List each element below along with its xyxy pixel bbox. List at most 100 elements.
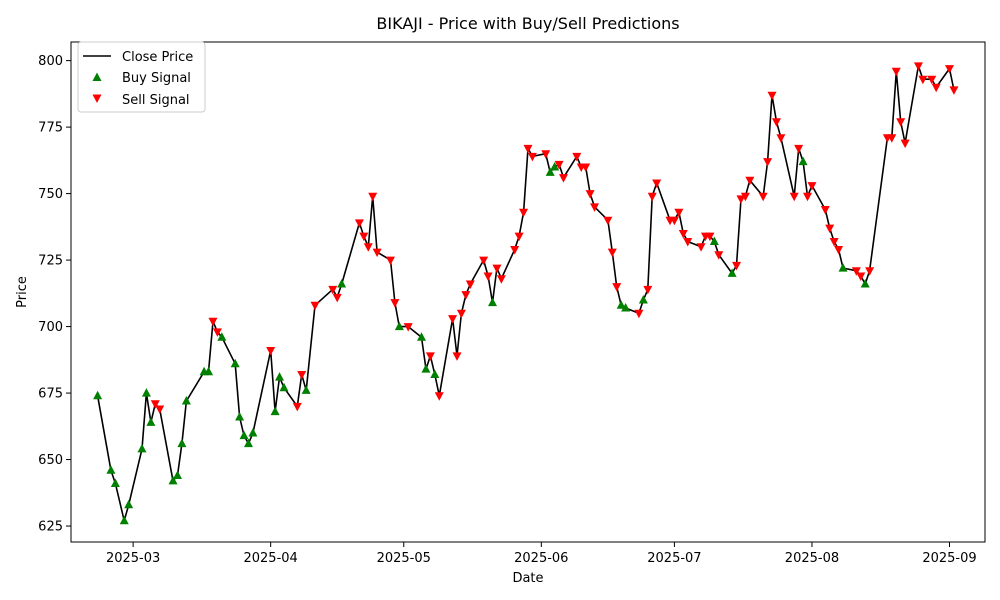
sell-signal-marker (669, 216, 679, 226)
sell-signal-marker (714, 251, 724, 260)
sell-signal-marker (425, 352, 435, 361)
sell-signal-marker (558, 174, 568, 183)
sell-signal-marker (150, 400, 160, 409)
sell-signal-markers (150, 62, 959, 415)
buy-signal-marker (545, 167, 555, 176)
sell-signal-marker (385, 256, 395, 266)
sell-signal-marker (603, 216, 613, 226)
y-tick-label: 625 (38, 520, 63, 535)
sell-signal-marker (212, 328, 222, 337)
sell-signal-marker (519, 208, 529, 218)
x-tick-label: 2025-05 (377, 551, 431, 566)
buy-signal-marker (621, 302, 631, 312)
sell-signal-marker (794, 144, 804, 154)
buy-signal-marker (181, 396, 191, 405)
legend-box (77, 41, 206, 113)
x-tick-label: 2025-03 (106, 551, 160, 566)
sell-signal-marker (527, 152, 537, 162)
legend: Close Price Buy Signal Sell Signal (77, 41, 206, 113)
buy-signal-marker (239, 430, 249, 440)
sell-signal-marker (865, 267, 875, 276)
sell-signal-marker (354, 219, 364, 228)
buy-signal-marker (137, 443, 147, 453)
sell-signal-marker (891, 67, 901, 77)
buy-signal-marker (110, 478, 120, 487)
sell-signal-marker (789, 192, 799, 202)
sell-signal-marker (492, 264, 502, 274)
sell-signal-marker (900, 139, 910, 149)
sell-signal-marker (266, 347, 276, 356)
buy-signal-marker (798, 156, 808, 166)
y-tick-label: 725 (38, 254, 63, 269)
plot-area (93, 62, 959, 525)
sell-signal-marker (678, 229, 688, 239)
sell-signal-marker (634, 309, 644, 319)
buy-signal-marker (168, 475, 178, 485)
legend-close-label: Close Price (122, 50, 193, 65)
buy-signal-marker (394, 321, 404, 331)
buy-signal-marker (235, 412, 245, 421)
axes-frame (70, 41, 986, 543)
sell-signal-marker (607, 248, 617, 258)
sell-signal-marker (572, 152, 582, 162)
buy-signal-marker (860, 279, 870, 288)
sell-signal-marker (736, 195, 746, 204)
y-tick-label: 800 (38, 54, 63, 69)
sell-signal-marker (674, 208, 684, 218)
x-tick-label: 2025-04 (243, 551, 297, 566)
sell-signal-marker (581, 163, 591, 172)
sell-signal-marker (829, 237, 839, 247)
sell-signal-marker (461, 291, 471, 300)
sell-signal-marker (740, 192, 750, 202)
y-tick-label: 650 (38, 453, 63, 468)
legend-sell-marker (92, 94, 102, 103)
sell-signal-marker (931, 83, 941, 93)
sell-signal-marker (332, 293, 342, 303)
buy-signal-marker (337, 279, 347, 288)
sell-signal-marker (510, 245, 520, 255)
x-tick-label: 2025-09 (922, 551, 976, 566)
sell-signal-marker (390, 299, 400, 308)
sell-signal-marker (705, 232, 715, 242)
x-axis-ticks: 2025-03 2025-04 2025-05 2025-06 2025-07 2025-… (106, 542, 977, 566)
buy-signal-marker (430, 369, 440, 378)
sell-signal-marker (732, 261, 742, 271)
sell-signal-marker (767, 91, 777, 101)
sell-signal-marker (554, 160, 564, 170)
buy-signal-marker (172, 470, 182, 480)
sell-signal-marker (834, 245, 844, 255)
buy-signal-markers (93, 156, 870, 525)
sell-signal-marker (483, 272, 493, 282)
sell-signal-marker (208, 317, 218, 327)
y-tick-label: 700 (38, 320, 63, 335)
sell-signal-marker (310, 301, 320, 311)
x-tick-label: 2025-08 (785, 551, 839, 566)
sell-signal-marker (328, 285, 338, 295)
buy-signal-marker (177, 438, 187, 448)
buy-signal-marker (270, 406, 280, 416)
sell-signal-marker (856, 272, 866, 282)
x-axis-label: Date (512, 571, 543, 586)
sell-signal-marker (456, 309, 466, 319)
buy-signal-marker (275, 372, 285, 381)
sell-signal-marker (448, 315, 458, 324)
buy-signal-marker (550, 162, 560, 171)
legend-sell-label: Sell Signal (122, 93, 190, 108)
sell-signal-marker (652, 179, 662, 188)
sell-signal-marker (585, 190, 595, 199)
sell-signal-marker (776, 134, 786, 143)
sell-signal-marker (851, 267, 861, 276)
sell-signal-marker (297, 370, 307, 380)
sell-signal-marker (452, 352, 462, 361)
sell-signal-marker (523, 144, 533, 154)
buy-signal-marker (106, 465, 116, 474)
legend-buy-marker (92, 72, 102, 81)
sell-signal-marker (771, 118, 781, 127)
sell-signal-marker (913, 62, 923, 71)
sell-signal-marker (496, 275, 506, 284)
sell-signal-marker (465, 280, 475, 290)
buy-signal-marker (217, 332, 227, 341)
sell-signal-marker (758, 192, 768, 202)
buy-signal-marker (93, 390, 103, 400)
